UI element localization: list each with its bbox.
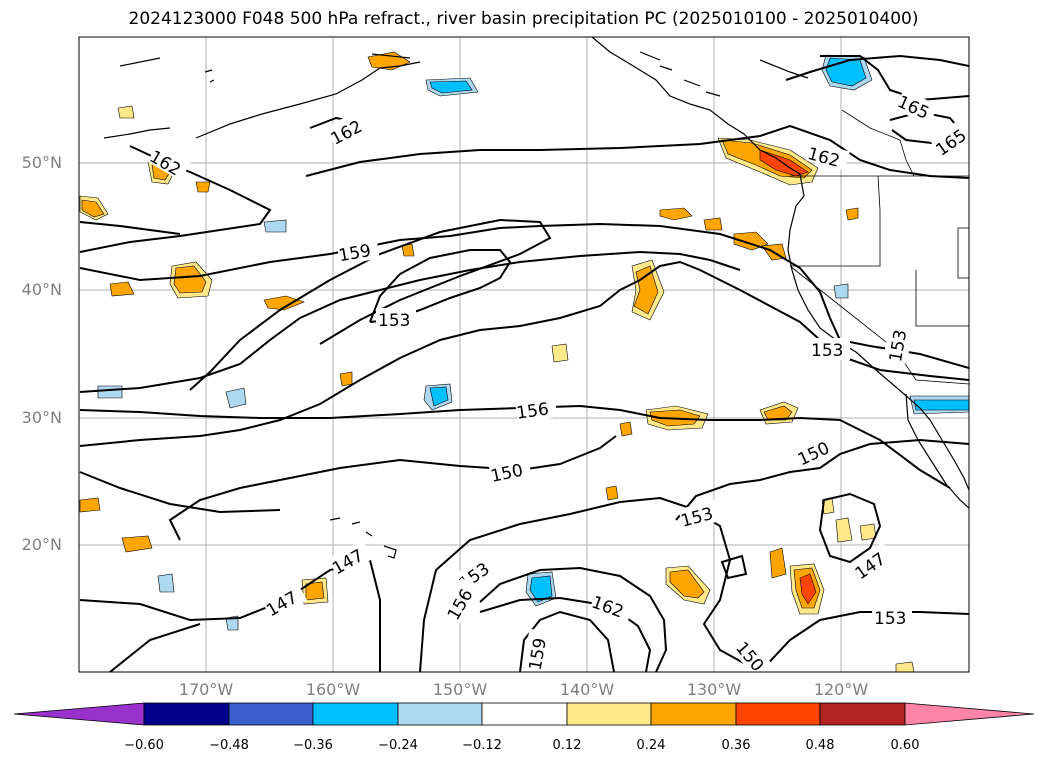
coastlines	[103, 37, 969, 559]
contour-label: 153	[811, 341, 843, 361]
contour-label: 159	[337, 241, 372, 266]
colorbar-over-arrow	[904, 702, 1035, 726]
colorbar-cell	[735, 702, 821, 726]
lat-label: 40°N	[21, 280, 62, 299]
colorbar-cell	[650, 702, 737, 726]
colorbar	[13, 702, 1035, 726]
contour-labels: 162 162 165 165 162 159 153 153 153 156 …	[146, 89, 969, 672]
colorbar-cell	[397, 702, 483, 726]
map-title: 2024123000 F048 500 hPa refract., river …	[128, 9, 919, 29]
colorbar-cell	[819, 702, 906, 726]
lon-label: 150°W	[432, 680, 488, 699]
colorbar-tick-label: 0.24	[636, 738, 666, 753]
lat-label: 20°N	[21, 535, 62, 554]
lat-label: 30°N	[21, 408, 62, 427]
colorbar-tick-label: 0.12	[552, 738, 582, 753]
colorbar-cell	[566, 702, 652, 726]
contour-label: 162	[589, 593, 626, 623]
colorbar-tick-label: −0.12	[462, 738, 502, 753]
lat-label: 50°N	[21, 153, 62, 172]
colorbar-cell	[228, 702, 314, 726]
contour-label: 153	[378, 311, 410, 331]
colorbar-tick-label: 0.60	[890, 738, 920, 753]
height-contours	[79, 54, 969, 672]
colorbar-tick-label: −0.60	[124, 738, 164, 753]
colorbar-cell	[312, 702, 399, 726]
lon-label: 130°W	[686, 680, 742, 699]
colorbar-tick-label: −0.48	[209, 738, 249, 753]
colorbar-cell	[481, 702, 568, 726]
contour-label: 153	[874, 609, 906, 629]
lon-label: 160°W	[305, 680, 361, 699]
lon-label: 170°W	[178, 680, 234, 699]
contour-label: 156	[515, 399, 550, 423]
precip-fills	[79, 51, 969, 672]
colorbar-tick-label: 0.48	[805, 738, 835, 753]
colorbar-tick-label: 0.36	[721, 738, 751, 753]
colorbar-under-arrow	[13, 702, 145, 726]
colorbar-tick-label: −0.36	[293, 738, 333, 753]
contour-label: 159	[526, 637, 551, 672]
plot-frame	[78, 36, 970, 673]
colorbar-cell	[143, 702, 230, 726]
lon-label: 120°W	[813, 680, 869, 699]
lon-label: 140°W	[559, 680, 615, 699]
colorbar-tick-label: −0.24	[378, 738, 418, 753]
